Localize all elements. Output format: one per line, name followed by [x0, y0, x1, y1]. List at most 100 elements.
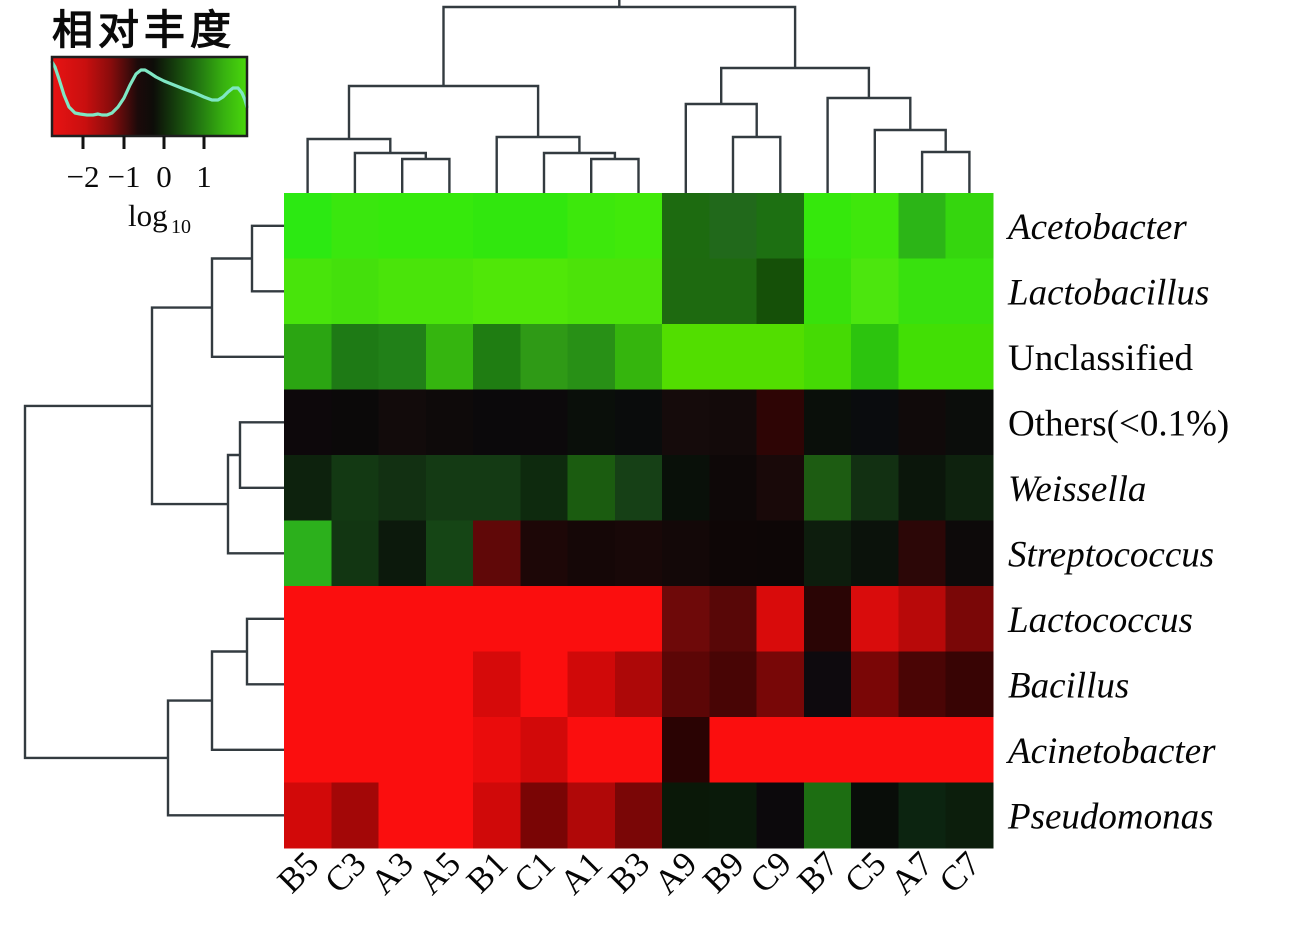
heatmap-cell-A3-r10 [378, 782, 427, 849]
heatmap-cell-C1-r4 [520, 389, 569, 456]
row-label-Lactobacillus: Lactobacillus [1007, 272, 1209, 313]
heatmap-cell-C3-r2 [331, 258, 380, 325]
heatmap-cell-A9-r10 [662, 782, 710, 849]
heatmap-cell-A1-r2 [567, 258, 616, 325]
heatmap-cell-C3-r1 [331, 193, 380, 260]
heatmap-cell-C9-r7 [756, 586, 805, 653]
heatmap-cell-A3-r7 [378, 586, 427, 653]
heatmap-cell-A1-r8 [567, 651, 616, 718]
heatmap-cell-C9-r6 [756, 520, 805, 587]
heatmap-grid [284, 193, 994, 849]
heatmap-cell-B9-r4 [709, 389, 758, 456]
heatmap-cell-A7-r3 [898, 324, 947, 391]
heatmap-cell-B5-r9 [284, 717, 332, 784]
heatmap-cell-A5-r6 [425, 520, 474, 587]
heatmap-cell-C3-r9 [331, 717, 380, 784]
heatmap-cell-A3-r6 [378, 520, 427, 587]
row-label-Lactococcus: Lactococcus [1007, 600, 1193, 641]
heatmap-cell-B7-r10 [803, 782, 852, 849]
heatmap-cell-C9-r5 [756, 455, 805, 522]
heatmap-cell-B7-r2 [803, 258, 852, 325]
heatmap-cell-A7-r9 [898, 717, 947, 784]
heatmap-cell-A9-r5 [662, 455, 710, 522]
row-label-Streptococcus: Streptococcus [1008, 534, 1214, 575]
heatmap-cell-A9-r6 [662, 520, 710, 587]
heatmap-cell-B9-r8 [709, 651, 758, 718]
heatmap-cell-B1-r1 [473, 193, 521, 260]
heatmap-cell-A9-r3 [662, 324, 710, 391]
legend-tick-label: −1 [108, 159, 141, 194]
heatmap-cell-A9-r1 [662, 193, 710, 260]
heatmap-cell-C7-r2 [945, 258, 994, 325]
heatmap-cell-A5-r2 [425, 258, 474, 325]
heatmap-cell-A5-r5 [425, 455, 474, 522]
heatmap-cell-A5-r8 [425, 651, 474, 718]
heatmap-cell-C1-r3 [520, 324, 569, 391]
heatmap-cell-A1-r4 [567, 389, 616, 456]
heatmap-cell-A1-r5 [567, 455, 616, 522]
heatmap-cell-C1-r7 [520, 586, 569, 653]
heatmap-cell-A5-r3 [425, 324, 474, 391]
heatmap-cell-B7-r4 [803, 389, 852, 456]
heatmap-cell-B3-r7 [614, 586, 663, 653]
heatmap-cell-B3-r6 [614, 520, 663, 587]
heatmap-cell-B5-r7 [284, 586, 332, 653]
heatmap-cell-B1-r8 [473, 651, 521, 718]
legend-log-label: log [128, 198, 168, 233]
heatmap-cell-A5-r1 [425, 193, 474, 260]
heatmap-cell-A9-r9 [662, 717, 710, 784]
heatmap-cell-A7-r2 [898, 258, 947, 325]
legend-colorbar [50, 55, 249, 138]
heatmap-cell-B7-r8 [803, 651, 852, 718]
heatmap-cell-A5-r9 [425, 717, 474, 784]
heatmap-cell-A7-r8 [898, 651, 947, 718]
heatmap-cell-B5-r10 [284, 782, 332, 849]
heatmap-cell-B5-r4 [284, 389, 332, 456]
legend-tick-label: 0 [156, 159, 172, 194]
row-label-Bacillus: Bacillus [1008, 665, 1129, 706]
heatmap-cell-C5-r6 [851, 520, 900, 587]
row-label-Pseudomonas: Pseudomonas [1007, 796, 1214, 837]
heatmap-cell-C9-r3 [756, 324, 805, 391]
heatmap-cell-B9-r10 [709, 782, 758, 849]
row-label-Others-0-1-: Others(<0.1%) [1008, 403, 1229, 444]
row-labels: Acetobacter Lactobacillus Unclassified Othe… [1005, 207, 1229, 837]
heatmap-cell-A3-r4 [378, 389, 427, 456]
heatmap-cell-B5-r1 [284, 193, 332, 260]
row-label-Acetobacter: Acetobacter [1005, 207, 1187, 248]
heatmap-cell-B3-r1 [614, 193, 663, 260]
heatmap-cell-B7-r6 [803, 520, 852, 587]
heatmap-cell-B3-r3 [614, 324, 663, 391]
heatmap-cell-A1-r10 [567, 782, 616, 849]
heatmap-cell-A1-r9 [567, 717, 616, 784]
heatmap-cell-A3-r3 [378, 324, 427, 391]
row-dendrogram-lines [23, 224, 286, 817]
heatmap-cell-C9-r4 [756, 389, 805, 456]
heatmap-cell-B1-r2 [473, 258, 521, 325]
heatmap-cell-C3-r8 [331, 651, 380, 718]
heatmap-cell-C3-r5 [331, 455, 380, 522]
heatmap-cell-C9-r10 [756, 782, 805, 849]
row-label-Weissella: Weissella [1008, 469, 1146, 510]
heatmap-cell-A7-r5 [898, 455, 947, 522]
heatmap-cell-C9-r9 [756, 717, 805, 784]
heatmap-cell-B7-r7 [803, 586, 852, 653]
heatmap-cell-C7-r6 [945, 520, 994, 587]
row-label-Unclassified: Unclassified [1008, 338, 1193, 379]
heatmap-cell-C9-r8 [756, 651, 805, 718]
heatmap-cell-B5-r3 [284, 324, 332, 391]
heatmap-cell-B1-r5 [473, 455, 521, 522]
heatmap-cell-A3-r8 [378, 651, 427, 718]
heatmap-cell-A7-r4 [898, 389, 947, 456]
heatmap-cell-A5-r7 [425, 586, 474, 653]
heatmap-cell-C9-r2 [756, 258, 805, 325]
heatmap-cell-B3-r5 [614, 455, 663, 522]
heatmap-cell-C7-r4 [945, 389, 994, 456]
heatmap-cell-C5-r3 [851, 324, 900, 391]
column-dendrogram-lines [306, 0, 971, 195]
column-dendrogram [306, 0, 971, 195]
heatmap-cell-C5-r10 [851, 782, 900, 849]
heatmap-cell-C1-r1 [520, 193, 569, 260]
heatmap-cell-C7-r9 [945, 717, 994, 784]
